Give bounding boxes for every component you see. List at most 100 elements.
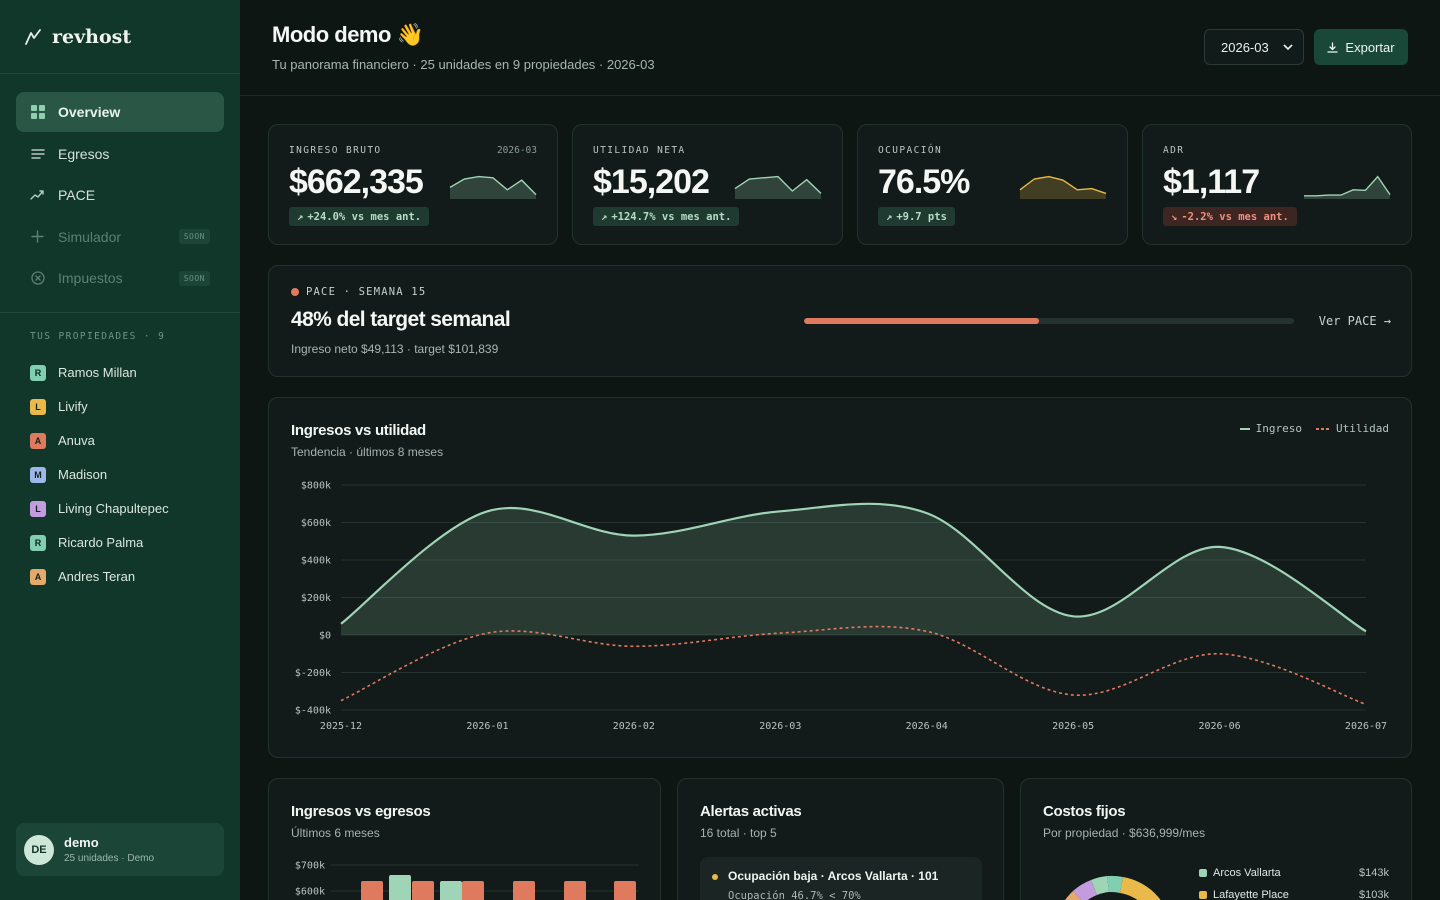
property-name: Andres Teran [58, 569, 136, 584]
bar-ingresos [389, 875, 411, 900]
cost-row[interactable]: Lafayette Place $103k [1199, 886, 1389, 900]
kpi-delta: +24.0% vs mes ant. [307, 210, 422, 223]
cost-swatch [1199, 869, 1207, 877]
cost-value: $143k [1359, 867, 1389, 879]
nav-label: Egresos [58, 145, 110, 162]
y-tick-label: $200k [301, 593, 331, 604]
kpi-label: ADR [1163, 145, 1185, 156]
property-initial-badge: A [30, 568, 46, 585]
property-item[interactable]: L Livify [30, 390, 224, 424]
cost-swatch [1199, 891, 1207, 899]
kpi-card-ocupacion[interactable]: OCUPACIÓN 76.5% ↗ +9.7 pts [857, 124, 1128, 245]
x-tick-label: 2026-06 [1198, 721, 1240, 732]
bar-egresos [462, 881, 484, 900]
download-icon [1327, 41, 1339, 53]
export-label: Exportar [1345, 39, 1395, 55]
nav-item-pace[interactable]: PACE [16, 175, 224, 215]
kpi-delta-badge: ↗ +9.7 pts [878, 207, 955, 226]
property-item[interactable]: R Ricardo Palma [30, 526, 224, 560]
legend-label: Utilidad [1336, 422, 1389, 435]
pace-progress-bar [804, 318, 1294, 324]
user-card[interactable]: DE demo 25 unidades · Demo [16, 823, 224, 876]
cost-name: Lafayette Place [1213, 889, 1289, 900]
properties-title: TUS PROPIEDADES · 9 [30, 330, 166, 342]
sparkline-area [735, 176, 821, 199]
brand[interactable]: revhost [0, 0, 240, 74]
brand-name: revhost [52, 25, 132, 48]
export-button[interactable]: Exportar [1314, 29, 1408, 65]
bars-title: Ingresos vs egresos [291, 803, 431, 820]
arrow-up-right-icon: ↗ [886, 210, 893, 223]
kpi-sparkline [734, 175, 822, 199]
x-tick-label: 2026-07 [1345, 721, 1387, 732]
sparkline-line [449, 175, 537, 196]
costs-donut [1065, 875, 1161, 900]
kpi-card-ingreso-bruto[interactable]: INGRESO BRUTO 2026-03 $662,335 ↗ +24.0% vs m… [268, 124, 558, 245]
trend-chart: $800k $600k $400k $200k $0 $-200k $-400k 2025-1… [295, 481, 1387, 733]
pace-tag: PACE · SEMANA 15 [291, 286, 426, 298]
sidebar: revhost Overview Egresos PACE Simulador [0, 0, 240, 900]
user-subtitle: 25 unidades · Demo [64, 853, 155, 864]
ver-pace-link[interactable]: Ver PACE → [1318, 314, 1391, 328]
avatar: DE [24, 834, 54, 865]
nav-item-impuestos[interactable]: Impuestos SOON [16, 258, 224, 298]
user-name: demo [64, 835, 99, 850]
property-initial-badge: R [30, 364, 46, 381]
grid-icon [30, 105, 45, 120]
kpi-delta: +9.7 pts [896, 210, 947, 223]
bars-chart: $700k $600k [295, 861, 639, 900]
cost-value: $103k [1359, 889, 1389, 900]
properties-list: TUS PROPIEDADES · 9 R Ramos Millan L Livify… [0, 313, 240, 594]
page-title: Modo demo 👋 [272, 22, 424, 47]
y-tick-label: $-200k [295, 668, 331, 679]
kpi-delta: -2.2% vs mes ant. [1181, 210, 1289, 223]
nav-item-simulador[interactable]: Simulador SOON [16, 217, 224, 257]
cost-row[interactable]: Arcos Vallarta $143k [1199, 864, 1389, 882]
kpi-sparkline [1019, 175, 1107, 199]
nav-item-egresos[interactable]: Egresos [16, 134, 224, 174]
property-name: Ricardo Palma [58, 535, 144, 550]
property-item[interactable]: L Living Chapultepec [30, 492, 224, 526]
property-name: Madison [58, 467, 108, 482]
property-item[interactable]: A Andres Teran [30, 560, 224, 594]
bar-egresos [513, 881, 535, 900]
alert-item[interactable]: Ocupación baja · Arcos Vallarta · 101 Oc… [700, 857, 982, 900]
kpi-card-utilidad-neta[interactable]: UTILIDAD NETA $15,202 ↗ +124.7% vs mes ant. [572, 124, 843, 245]
property-initial-badge: R [30, 534, 46, 551]
y-tick-label: $400k [301, 556, 331, 567]
main-nav: Overview Egresos PACE Simulador SOON I [0, 74, 240, 313]
kpi-card-adr[interactable]: ADR $1,117 ↘ -2.2% vs mes ant. [1142, 124, 1412, 245]
donut-segment [1091, 876, 1109, 895]
chevron-down-icon [1283, 43, 1293, 50]
property-item[interactable]: M Madison [30, 458, 224, 492]
donut-segment [1073, 880, 1097, 900]
soon-badge: SOON [178, 229, 210, 244]
property-item[interactable]: A Anuva [30, 424, 224, 458]
property-name: Livify [58, 399, 88, 414]
costs-card: Costos fijos Por propiedad · $636,999/me… [1020, 778, 1412, 900]
alert-title: Ocupación baja · Arcos Vallarta · 101 [728, 869, 939, 883]
y-tick-label: $700k [295, 861, 325, 872]
x-tick-label: 2026-04 [906, 721, 948, 732]
arrow-up-right-icon: ↗ [601, 210, 608, 223]
kpi-delta: +124.7% vs mes ant. [611, 210, 732, 223]
series-area-ingreso [341, 503, 1366, 635]
legend-label: Ingreso [1255, 422, 1303, 435]
y-tick-label: $0 [319, 631, 331, 642]
nav-label: Simulador [58, 228, 122, 245]
property-initial-badge: A [30, 432, 46, 449]
sparkline-line [1019, 175, 1107, 195]
kpi-sparkline [449, 175, 537, 199]
kpi-value: $1,117 [1163, 163, 1260, 201]
logo-icon [25, 28, 41, 45]
plus-icon [30, 229, 45, 244]
legend-utilidad: Utilidad [1316, 422, 1389, 435]
month-select[interactable]: 2026-03 [1204, 29, 1304, 65]
nav-item-overview[interactable]: Overview [16, 92, 224, 132]
sparkline-line [734, 175, 822, 194]
y-tick-label: $-400k [295, 706, 331, 717]
kpi-date: 2026-03 [496, 145, 537, 156]
kpi-label: OCUPACIÓN [878, 145, 943, 156]
property-item[interactable]: R Ramos Millan [30, 356, 224, 390]
pace-tag-label: PACE · SEMANA 15 [306, 286, 427, 298]
